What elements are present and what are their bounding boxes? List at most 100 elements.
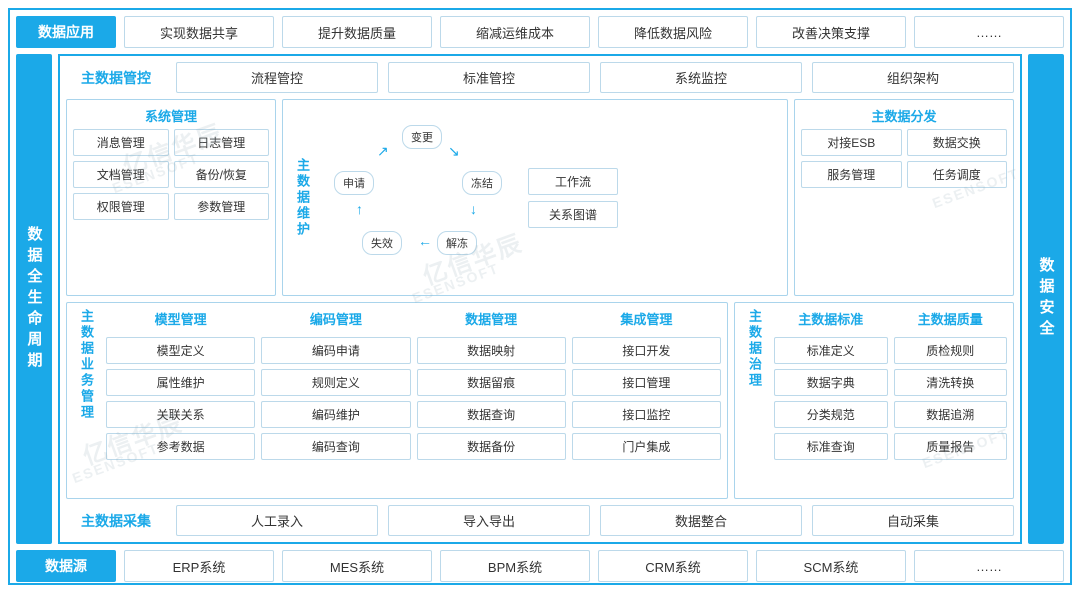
arrow-icon: ↑: [356, 201, 363, 217]
bot-item-3: CRM系统: [598, 550, 748, 582]
collect-item-1: 导入导出: [388, 505, 590, 536]
gov2-c0-i3: 标准查询: [774, 433, 888, 460]
gov2-c1-i0: 质检规则: [894, 337, 1008, 364]
biz-c2-i2: 数据查询: [417, 401, 566, 428]
bottom-tag: 数据源: [16, 550, 116, 582]
top-row: 数据应用 实现数据共享 提升数据质量 缩减运维成本 降低数据风险 改善决策支撑 …: [16, 16, 1064, 48]
maintain-side-1: 关系图谱: [528, 201, 618, 228]
sysmgmt-item-3: 备份/恢复: [174, 161, 270, 188]
top-item-2: 缩减运维成本: [440, 16, 590, 48]
top-item-4: 改善决策支撑: [756, 16, 906, 48]
collect-title: 主数据采集: [66, 511, 166, 531]
biz-c0-i1: 属性维护: [106, 369, 255, 396]
gov2-c1-i2: 数据追溯: [894, 401, 1008, 428]
mid-content: 主数据管控 流程管控 标准管控 系统监控 组织架构 系统管理 消息管理 日志管理…: [58, 54, 1022, 544]
business-title: 主数据业务管理: [73, 309, 100, 492]
biz-c2-i1: 数据留痕: [417, 369, 566, 396]
gov2-c1-i3: 质量报告: [894, 433, 1008, 460]
gov2-col0-head: 主数据标准: [774, 309, 888, 328]
arrow-icon: ↓: [470, 201, 477, 217]
collect-item-2: 数据整合: [600, 505, 802, 536]
collect-row: 主数据采集 人工录入 导入导出 数据整合 自动采集: [66, 505, 1014, 536]
cycle-node-1: 冻结: [462, 171, 502, 195]
maintain-title: 主数据维护: [289, 158, 316, 238]
distribute-title: 主数据分发: [801, 106, 1007, 125]
diagram-outer: 数据应用 实现数据共享 提升数据质量 缩减运维成本 降低数据风险 改善决策支撑 …: [8, 8, 1072, 585]
sysmgmt-item-1: 日志管理: [174, 129, 270, 156]
biz-c0-i2: 关联关系: [106, 401, 255, 428]
governance-title: 主数据管控: [66, 68, 166, 88]
biz-c2-i3: 数据备份: [417, 433, 566, 460]
sysmgmt-box: 系统管理 消息管理 日志管理 文档管理 备份/恢复 权限管理 参数管理: [66, 99, 276, 296]
sysmgmt-item-5: 参数管理: [174, 193, 270, 220]
biz-col-3: 集成管理 接口开发 接口管理 接口监控 门户集成: [572, 309, 721, 492]
biz-col-1: 编码管理 编码申请 规则定义 编码维护 编码查询: [261, 309, 410, 492]
gov-item-0: 流程管控: [176, 62, 378, 93]
biz-col-0: 模型管理 模型定义 属性维护 关联关系 参考数据: [106, 309, 255, 492]
top-item-0: 实现数据共享: [124, 16, 274, 48]
biz-c2-i0: 数据映射: [417, 337, 566, 364]
sysmgmt-item-0: 消息管理: [73, 129, 169, 156]
right-pillar: 数据安全: [1028, 54, 1064, 544]
gov2-c1-i1: 清洗转换: [894, 369, 1008, 396]
top-item-5: ……: [914, 16, 1064, 48]
gov2-col-1: 主数据质量 质检规则 清洗转换 数据追溯 质量报告: [894, 309, 1008, 492]
govern2-title: 主数据治理: [741, 309, 768, 492]
biz-c3-i3: 门户集成: [572, 433, 721, 460]
distribute-box: 主数据分发 对接ESB 数据交换 服务管理 任务调度: [794, 99, 1014, 296]
cycle-node-4: 申请: [334, 171, 374, 195]
biz-c3-i0: 接口开发: [572, 337, 721, 364]
governance-row: 主数据管控 流程管控 标准管控 系统监控 组织架构: [66, 62, 1014, 93]
govern2-box: 主数据治理 主数据标准 标准定义 数据字典 分类规范 标准查询 主数据质量 质检…: [734, 302, 1014, 499]
gov2-c0-i2: 分类规范: [774, 401, 888, 428]
biz-c1-i1: 规则定义: [261, 369, 410, 396]
bot-item-4: SCM系统: [756, 550, 906, 582]
bot-item-5: ……: [914, 550, 1064, 582]
dist-item-3: 任务调度: [907, 161, 1008, 188]
collect-item-3: 自动采集: [812, 505, 1014, 536]
sysmgmt-item-4: 权限管理: [73, 193, 169, 220]
maintain-side-0: 工作流: [528, 168, 618, 195]
top-item-3: 降低数据风险: [598, 16, 748, 48]
cycle-node-0: 变更: [402, 125, 442, 149]
biz-col2-head: 数据管理: [417, 309, 566, 328]
business-box: 主数据业务管理 模型管理 模型定义 属性维护 关联关系 参考数据 编码管理 编码…: [66, 302, 728, 499]
biz-c3-i1: 接口管理: [572, 369, 721, 396]
biz-col1-head: 编码管理: [261, 309, 410, 328]
main-row: 数据全生命周期 主数据管控 流程管控 标准管控 系统监控 组织架构 系统管理 消…: [16, 54, 1064, 544]
dist-item-1: 数据交换: [907, 129, 1008, 156]
arrow-icon: ←: [418, 233, 432, 249]
biz-col0-head: 模型管理: [106, 309, 255, 328]
top-item-1: 提升数据质量: [282, 16, 432, 48]
biz-c1-i2: 编码维护: [261, 401, 410, 428]
maintain-box: 主数据维护 变更 冻结 解冻 失效 申请 ↘ ↓ ← ↑ ↗ 工作流: [282, 99, 788, 296]
gov-item-1: 标准管控: [388, 62, 590, 93]
biz-c1-i0: 编码申请: [261, 337, 410, 364]
gov-item-2: 系统监控: [600, 62, 802, 93]
business-row: 主数据业务管理 模型管理 模型定义 属性维护 关联关系 参考数据 编码管理 编码…: [66, 302, 1014, 499]
left-pillar: 数据全生命周期: [16, 54, 52, 544]
biz-c0-i0: 模型定义: [106, 337, 255, 364]
dist-item-2: 服务管理: [801, 161, 902, 188]
cycle-node-3: 失效: [362, 231, 402, 255]
biz-c3-i2: 接口监控: [572, 401, 721, 428]
collect-item-0: 人工录入: [176, 505, 378, 536]
biz-col-2: 数据管理 数据映射 数据留痕 数据查询 数据备份: [417, 309, 566, 492]
cycle-diagram: 变更 冻结 解冻 失效 申请 ↘ ↓ ← ↑ ↗: [322, 123, 522, 273]
dist-item-0: 对接ESB: [801, 129, 902, 156]
top-tag: 数据应用: [16, 16, 116, 48]
arrow-icon: ↘: [448, 143, 460, 160]
bot-item-2: BPM系统: [440, 550, 590, 582]
gov2-col1-head: 主数据质量: [894, 309, 1008, 328]
middle-block: 系统管理 消息管理 日志管理 文档管理 备份/恢复 权限管理 参数管理 主数据维…: [66, 99, 1014, 296]
biz-c0-i3: 参考数据: [106, 433, 255, 460]
biz-c1-i3: 编码查询: [261, 433, 410, 460]
arrow-icon: ↗: [377, 143, 389, 160]
bot-item-1: MES系统: [282, 550, 432, 582]
gov2-c0-i1: 数据字典: [774, 369, 888, 396]
gov2-c0-i0: 标准定义: [774, 337, 888, 364]
bottom-row: 数据源 ERP系统 MES系统 BPM系统 CRM系统 SCM系统 ……: [16, 550, 1064, 582]
gov-item-3: 组织架构: [812, 62, 1014, 93]
gov2-col-0: 主数据标准 标准定义 数据字典 分类规范 标准查询: [774, 309, 888, 492]
biz-col3-head: 集成管理: [572, 309, 721, 328]
